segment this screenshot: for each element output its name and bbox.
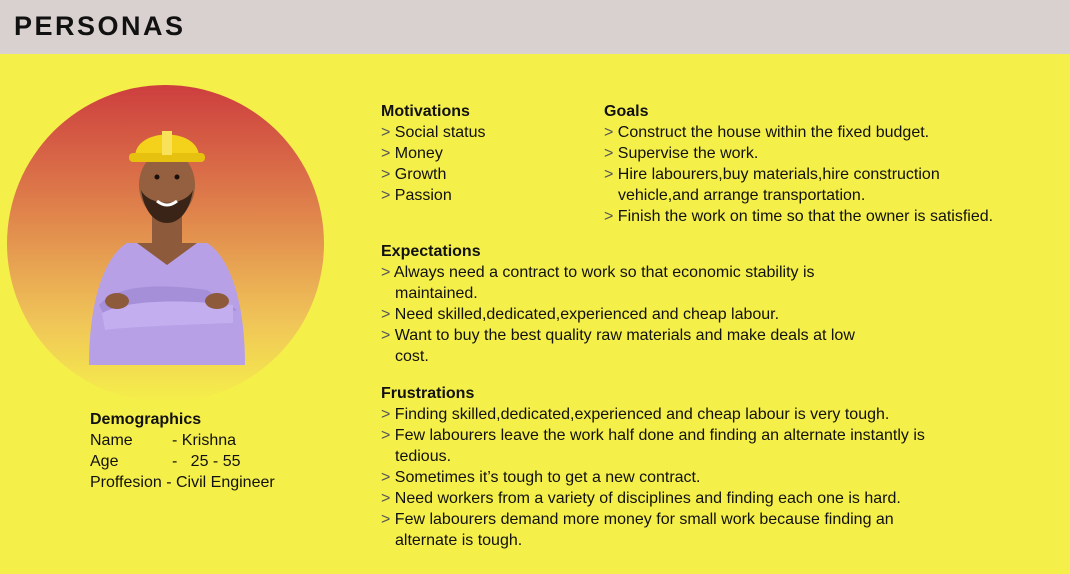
- list-item: > Sometimes it’s tough to get a new cont…: [381, 469, 701, 486]
- list-item-continuation: vehicle,and arrange transportation.: [618, 187, 866, 204]
- motivations-heading: Motivations: [381, 103, 470, 120]
- motivations-section: Motivations > Social status > Money > Gr…: [381, 101, 486, 206]
- list-item: > Want to buy the best quality raw mater…: [381, 327, 855, 344]
- goals-section: Goals > Construct the house within the f…: [604, 101, 993, 227]
- demographics-section: Demographics Name - Krishna Age - 25 - 55 …: [90, 409, 275, 493]
- persona-photo: [7, 85, 324, 402]
- list-item: > Need workers from a variety of discipl…: [381, 490, 901, 507]
- list-item: > Supervise the work.: [604, 145, 759, 162]
- list-item: > Construct the house within the fixed b…: [604, 124, 930, 141]
- page-title: PERSONAS: [14, 11, 186, 41]
- expectations-section: Expectations > Always need a contract to…: [381, 241, 855, 367]
- header-bar: PERSONAS: [0, 0, 1070, 54]
- list-item: > Finding skilled,dedicated,experienced …: [381, 406, 890, 423]
- goals-heading: Goals: [604, 103, 649, 120]
- list-item: > Finish the work on time so that the ow…: [604, 208, 994, 225]
- list-item-continuation: maintained.: [395, 285, 478, 302]
- list-item: > Hire labourers,buy materials,hire cons…: [604, 166, 940, 183]
- list-item: > Few labourers leave the work half done…: [381, 427, 925, 444]
- demographics-heading: Demographics: [90, 411, 202, 428]
- list-item: > Social status: [381, 124, 486, 141]
- list-item-continuation: cost.: [395, 348, 429, 365]
- frustrations-section: Frustrations > Finding skilled,dedicated…: [381, 383, 925, 551]
- list-item: > Passion: [381, 187, 452, 204]
- list-item-continuation: alternate is tough.: [395, 532, 523, 549]
- list-item: > Need skilled,dedicated,experienced and…: [381, 306, 780, 323]
- list-item: > Few labourers demand more money for sm…: [381, 511, 894, 528]
- demographics-row-name: Name - Krishna: [90, 432, 237, 449]
- list-item: > Money: [381, 145, 443, 162]
- demographics-row-profession: Proffesion - Civil Engineer: [90, 474, 275, 491]
- construction-worker-illustration: [89, 131, 245, 365]
- list-item: > Growth: [381, 166, 447, 183]
- expectations-heading: Expectations: [381, 243, 481, 260]
- list-item-continuation: tedious.: [395, 448, 452, 465]
- demographics-row-age: Age - 25 - 55: [90, 453, 241, 470]
- frustrations-heading: Frustrations: [381, 385, 475, 402]
- list-item: > Always need a contract to work so that…: [381, 264, 815, 281]
